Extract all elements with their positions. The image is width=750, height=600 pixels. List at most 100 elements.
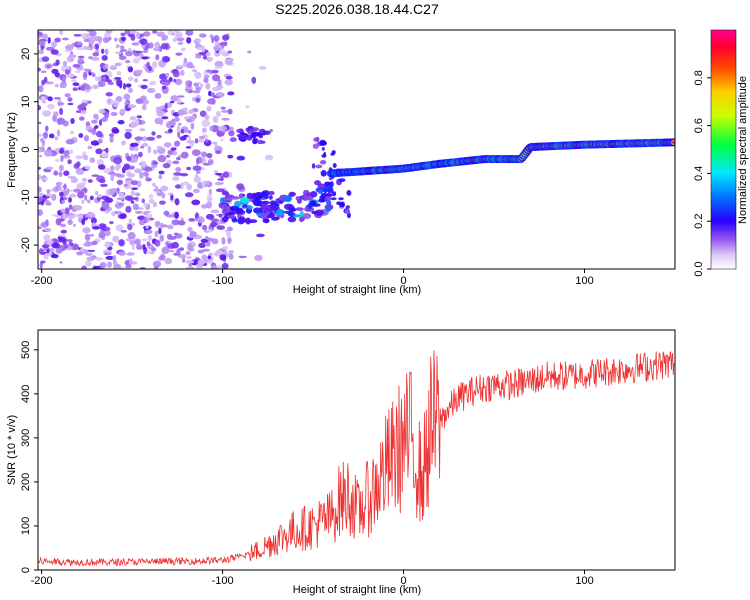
- noise-blob: [86, 199, 91, 204]
- noise-blob: [111, 210, 116, 217]
- noise-blob: [92, 52, 99, 57]
- branch-blob: [246, 192, 253, 199]
- noise-blob: [38, 85, 44, 93]
- noise-blob: [105, 92, 113, 97]
- noise-blob: [44, 199, 50, 203]
- noise-blob: [40, 96, 47, 103]
- noise-blob: [98, 108, 106, 114]
- noise-blob: [177, 41, 184, 46]
- noise-blob: [141, 136, 148, 142]
- noise-blob: [56, 117, 66, 125]
- noise-blob: [121, 140, 126, 146]
- noise-blob: [116, 79, 123, 87]
- y-tick-label: -20: [20, 237, 32, 253]
- x-tick-label: 100: [575, 275, 593, 287]
- noise-blob: [151, 247, 157, 252]
- noise-blob: [57, 236, 63, 240]
- noise-blob: [159, 234, 165, 242]
- branch-blob: [260, 140, 266, 144]
- branch-blob: [313, 137, 319, 142]
- noise-blob: [205, 52, 211, 57]
- snr-y-ticks: 0 100 200 300 400 500: [20, 341, 38, 573]
- noise-blob: [187, 81, 193, 88]
- noise-blob: [87, 179, 93, 183]
- noise-blob: [119, 213, 127, 219]
- noise-blob: [100, 183, 108, 188]
- noise-blob: [218, 213, 223, 218]
- noise-blob: [208, 90, 212, 97]
- noise-blob: [138, 151, 143, 158]
- noise-blob: [77, 55, 85, 59]
- noise-blob: [46, 189, 51, 194]
- branch-blob: [331, 191, 337, 197]
- noise-blob: [199, 33, 207, 38]
- branch-blob: [295, 196, 300, 201]
- noise-blob: [124, 129, 133, 132]
- noise-blob: [184, 88, 193, 92]
- noise-blob: [130, 190, 135, 196]
- noise-blob: [210, 221, 218, 228]
- noise-blob: [38, 209, 43, 216]
- y-tick-label: 400: [20, 385, 32, 403]
- noise-blob: [226, 226, 233, 232]
- noise-blob: [67, 102, 74, 106]
- noise-blob: [165, 241, 169, 247]
- noise-blob: [201, 180, 206, 188]
- noise-blob: [140, 84, 148, 90]
- noise-blob: [182, 107, 188, 112]
- noise-blob: [207, 159, 214, 165]
- branch-blob: [235, 207, 244, 215]
- branch-blob: [301, 213, 312, 219]
- noise-blob: [210, 264, 218, 269]
- noise-blob: [197, 259, 206, 265]
- noise-blob: [85, 33, 90, 38]
- noise-blob: [195, 38, 202, 43]
- noise-blob: [123, 165, 130, 171]
- noise-blob: [94, 43, 100, 50]
- noise-blob: [74, 70, 81, 74]
- noise-blob: [116, 71, 122, 76]
- noise-blob: [142, 244, 146, 251]
- branch-blob: [238, 134, 246, 140]
- noise-blob: [61, 37, 69, 41]
- colorbar-tick-label: 0.2: [693, 214, 705, 229]
- noise-blob: [220, 106, 226, 110]
- noise-blob: [151, 61, 158, 69]
- noise-blob: [133, 146, 139, 152]
- noise-blob: [89, 195, 94, 201]
- noise-blob: [92, 84, 99, 90]
- noise-blob: [119, 108, 126, 114]
- y-tick-label: 200: [20, 473, 32, 491]
- noise-blob: [154, 117, 164, 125]
- branch-blob: [338, 197, 344, 201]
- noise-blob: [216, 92, 223, 97]
- noise-blob: [181, 257, 186, 263]
- noise-blob: [157, 147, 166, 155]
- noise-blob: [125, 178, 133, 181]
- noise-blob: [152, 260, 162, 268]
- noise-blob: [222, 34, 229, 41]
- noise-blob: [65, 46, 72, 50]
- noise-blob: [154, 93, 162, 99]
- noise-blob: [211, 86, 221, 92]
- noise-blob: [42, 244, 50, 249]
- noise-blob: [201, 254, 207, 262]
- noise-blob: [190, 114, 196, 122]
- noise-blob: [216, 265, 222, 269]
- noise-blob: [38, 105, 42, 111]
- noise-blob: [66, 215, 76, 219]
- noise-blob: [130, 33, 136, 41]
- noise-blob: [66, 188, 70, 194]
- noise-blob: [254, 254, 263, 262]
- noise-blob: [90, 217, 97, 224]
- noise-blob: [82, 227, 91, 234]
- noise-blob: [102, 75, 107, 82]
- branch-blob: [239, 196, 250, 204]
- noise-blob: [91, 240, 98, 246]
- branch-blob: [275, 208, 285, 216]
- noise-blob: [264, 154, 274, 161]
- noise-blob: [213, 35, 220, 42]
- noise-blob: [128, 87, 133, 93]
- branch-blob: [245, 217, 251, 225]
- noise-blob: [172, 37, 177, 43]
